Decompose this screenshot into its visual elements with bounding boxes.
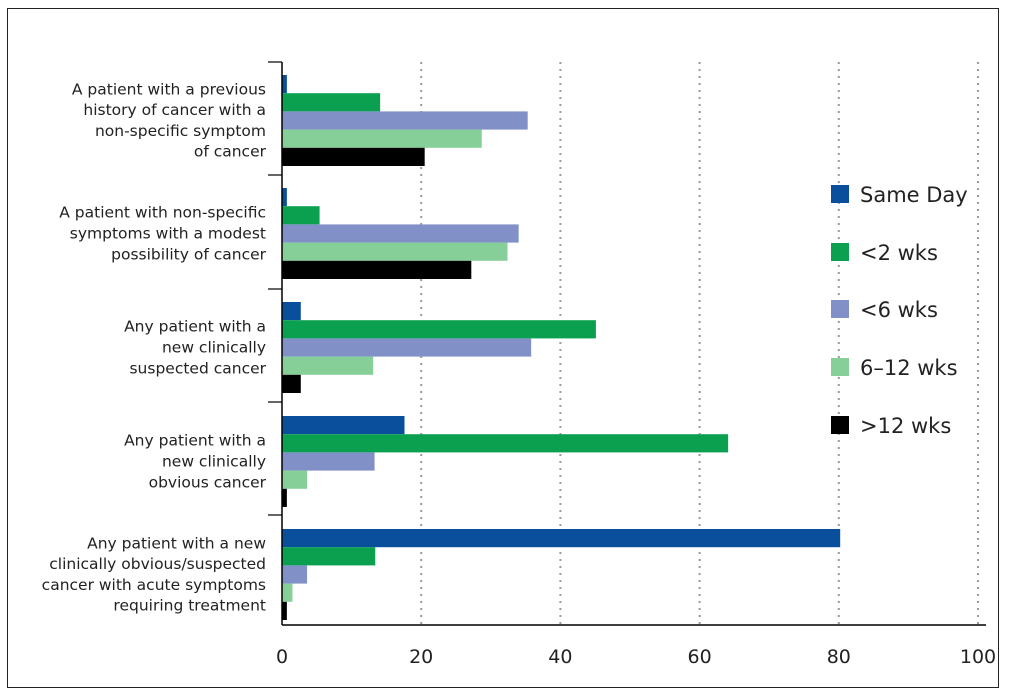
legend-label: Same Day [860,183,968,207]
bar--6-wks-3 [282,338,532,357]
category-label-5: clinically obvious/suspected [49,555,266,573]
category-label-2: possibility of cancer [111,245,266,263]
bar-same-day-4 [282,416,405,435]
legend-swatch [831,416,849,434]
bar-same-day-3 [282,302,301,321]
bar-6-12-wks-2 [282,242,508,261]
bar--6-wks-1 [282,111,528,130]
bar--2-wks-2 [282,206,320,225]
bar-same-day-1 [282,75,287,94]
legend-swatch [831,358,849,376]
bar--12-wks-4 [282,488,287,507]
x-tick-label: 0 [276,646,288,668]
category-label-1: A patient with a previous [72,80,266,98]
bar--2-wks-3 [282,320,596,339]
bar-same-day-5 [282,529,841,548]
category-label-4: obvious cancer [149,473,267,491]
legend-swatch [831,300,849,318]
legend-label: <6 wks [860,298,938,322]
x-tick-label: 40 [548,646,572,668]
legend-label: >12 wks [860,414,951,438]
bar--12-wks-1 [282,147,425,166]
category-label-3: suspected cancer [129,359,266,377]
category-label-3: new clinically [162,339,266,357]
category-label-2: symptoms with a modest [70,225,266,243]
x-tick-label: 60 [688,646,712,668]
legend-swatch [831,243,849,261]
category-label-4: Any patient with a [124,432,266,450]
bar--2-wks-5 [282,547,376,566]
bar-6-12-wks-1 [282,129,482,148]
bar--2-wks-4 [282,434,729,453]
bar--2-wks-1 [282,93,381,112]
bar--12-wks-5 [282,601,287,620]
x-tick-label: 80 [827,646,851,668]
category-label-5: requiring treatment [113,597,266,615]
bar--6-wks-2 [282,224,519,243]
bar--12-wks-3 [282,374,301,393]
category-label-3: Any patient with a [124,318,266,336]
bar--6-wks-5 [282,565,308,584]
bar-6-12-wks-3 [282,356,374,375]
category-label-5: cancer with acute symptoms [42,576,266,594]
bar-6-12-wks-5 [282,583,293,602]
bar--12-wks-2 [282,260,472,279]
category-label-5: Any patient with a new [87,534,266,552]
category-label-1: non-specific symptom [95,122,266,140]
bar--6-wks-4 [282,452,375,471]
legend-swatch [831,185,849,203]
legend-label: 6–12 wks [860,356,958,380]
bar-same-day-2 [282,188,287,207]
category-label-4: new clinically [162,453,266,471]
bar-6-12-wks-4 [282,470,308,489]
category-label-1: history of cancer with a [83,101,266,119]
legend-label: <2 wks [860,241,938,265]
category-label-2: A patient with non-specific [59,204,266,222]
x-tick-label: 20 [409,646,433,668]
category-label-1: of cancer [194,143,267,161]
x-tick-label: 100 [960,646,996,668]
